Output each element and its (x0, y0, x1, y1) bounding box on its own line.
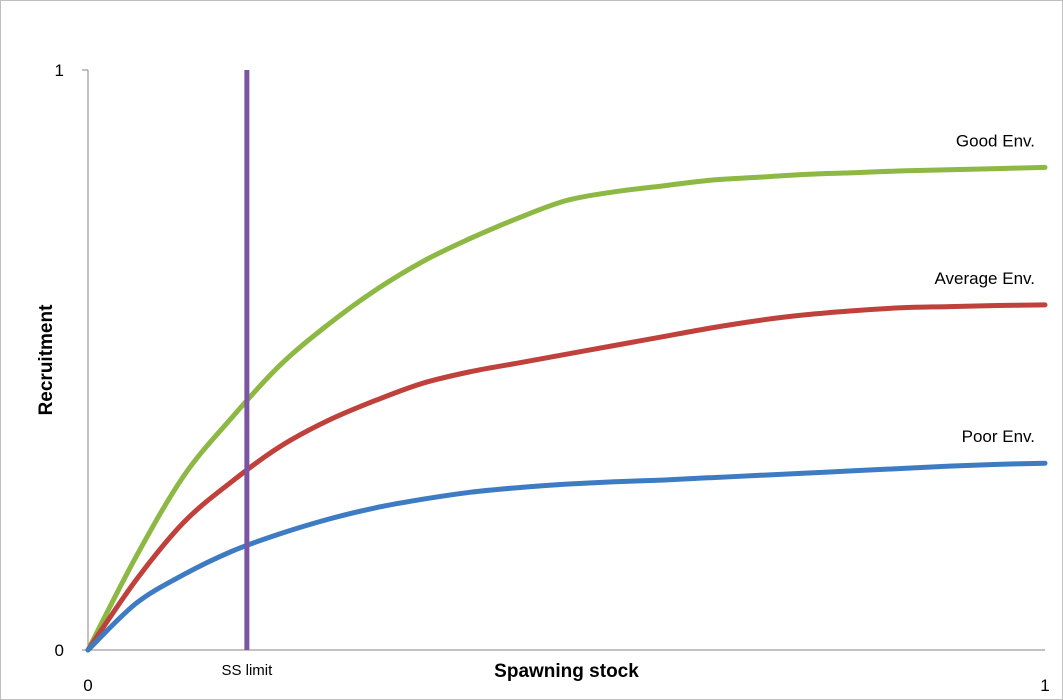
series-label-poor-env: Poor Env. (962, 427, 1035, 446)
ss-limit-label: SS limit (221, 662, 273, 679)
series-line-good-env (85, 164, 1048, 653)
series-line-poor-env (85, 460, 1048, 653)
y-tick-label-bottom: 0 (55, 641, 64, 660)
series-label-good-env: Good Env. (956, 131, 1035, 150)
y-axis-title: Recruitment (36, 304, 57, 416)
x-axis-title: Spawning stock (494, 661, 639, 682)
y-tick-label-top: 1 (55, 61, 64, 80)
series-line-average-env (85, 302, 1048, 653)
x-tick-label-right: 1 (1040, 676, 1049, 695)
series-label-average-env: Average Env. (935, 269, 1036, 288)
x-tick-label-left: 0 (83, 676, 92, 695)
